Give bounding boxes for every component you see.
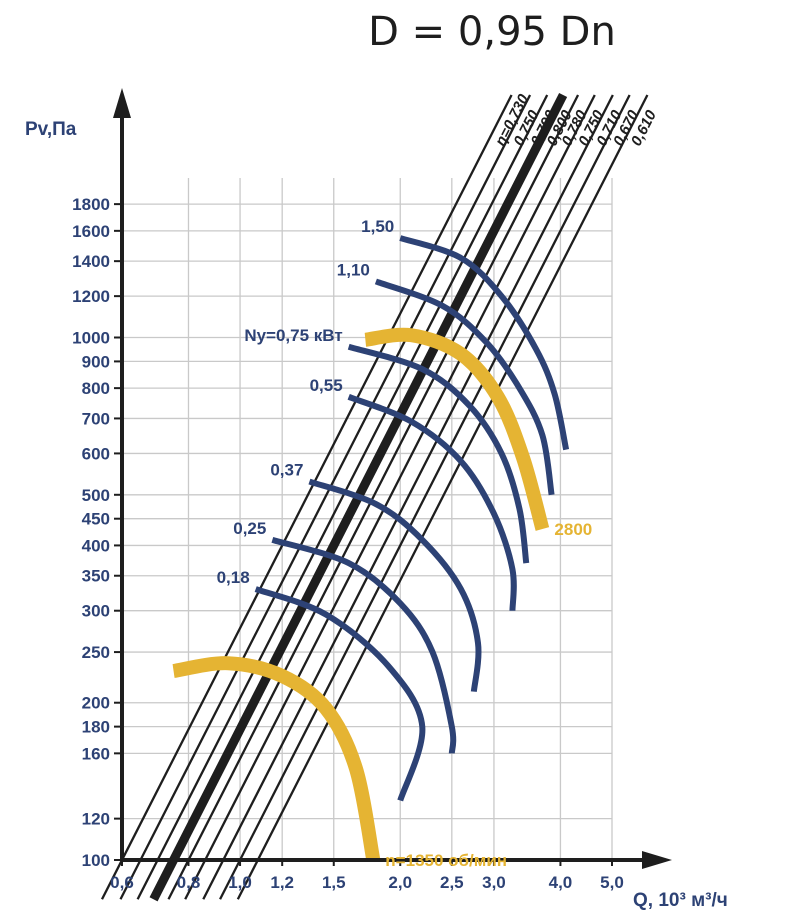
curve-labels: 0,18 0,25 0,37 0,55 Nу=0,75 кВт 1,10 1,50 n=135… — [217, 217, 593, 870]
x-tick-label-1: 0,8 — [177, 873, 201, 892]
y-tick-label-4: 200 — [82, 694, 110, 713]
power-label-1: 0,25 — [233, 519, 266, 538]
power-label-4: Nу=0,75 кВт — [244, 326, 342, 345]
x-tick-label-5: 2,0 — [388, 873, 412, 892]
speed-label-0: n=1350 об/мин — [385, 851, 507, 870]
tick-labels: 0,6 0,8 1,0 1,2 1,5 2,0 2,5 3,0 4,0 5,0 100 120 160 1… — [72, 195, 624, 892]
x-axis-label: Q, 10³ м³/ч — [633, 890, 728, 911]
power-label-5: 1,10 — [337, 260, 370, 279]
y-axis-label: Pv,Па — [25, 119, 77, 140]
y-tick-label-5: 250 — [82, 643, 110, 662]
y-tick-label-17: 1400 — [72, 252, 110, 271]
x-tick-label-4: 1,5 — [322, 873, 346, 892]
axes — [113, 88, 672, 869]
x-axis-arrow — [642, 851, 672, 869]
power-curve-3 — [347, 394, 517, 611]
y-tick-label-0: 100 — [82, 851, 110, 870]
x-tick-label-9: 5,0 — [600, 873, 624, 892]
y-tick-label-9: 450 — [82, 510, 110, 529]
y-tick-label-12: 700 — [82, 409, 110, 428]
power-curve-4 — [347, 343, 530, 564]
efficiency-line-6 — [202, 94, 614, 900]
chart-title: D = 0,95 Dn — [368, 9, 616, 55]
efficiency-line-1 — [119, 94, 532, 900]
efficiency-line-4 — [167, 94, 580, 900]
x-tick-label-7: 3,0 — [482, 873, 506, 892]
y-tick-label-2: 160 — [82, 744, 110, 763]
efficiency-line-8 — [236, 94, 649, 900]
y-tick-label-11: 600 — [82, 444, 110, 463]
y-axis-arrow — [113, 88, 131, 118]
efficiency-line-5 — [184, 94, 596, 900]
y-tick-label-16: 1200 — [72, 287, 110, 306]
x-tick-label-3: 1,2 — [270, 873, 294, 892]
y-tick-label-10: 500 — [82, 486, 110, 505]
y-tick-label-1: 120 — [82, 810, 110, 829]
power-curve-5 — [374, 278, 555, 496]
y-tick-label-3: 180 — [82, 718, 110, 737]
power-curve-0 — [254, 586, 426, 802]
y-tick-label-13: 800 — [82, 379, 110, 398]
power-label-0: 0,18 — [217, 568, 250, 587]
efficiency-line-0 — [100, 94, 513, 900]
speed-label-1: 2800 — [554, 520, 592, 539]
power-curve-6 — [399, 235, 570, 451]
power-curve-2 — [308, 478, 482, 692]
power-label-2: 0,37 — [270, 461, 303, 480]
speed-curves — [172, 327, 550, 862]
power-curve-1 — [271, 536, 457, 754]
x-tick-label-8: 4,0 — [549, 873, 573, 892]
y-tick-label-6: 300 — [82, 602, 110, 621]
y-tick-label-19: 1800 — [72, 195, 110, 214]
power-label-6: 1,50 — [361, 217, 394, 236]
x-tick-label-6: 2,5 — [440, 873, 464, 892]
y-tick-label-15: 1000 — [72, 329, 110, 348]
y-tick-label-18: 1600 — [72, 222, 110, 241]
y-tick-label-8: 400 — [82, 536, 110, 555]
efficiency-line-7 — [219, 94, 631, 900]
efficiency-lines: η=0,7300,7500,7900,8000,7800,7500,7100,6… — [100, 91, 660, 902]
y-tick-label-14: 900 — [82, 352, 110, 371]
x-tick-label-2: 1,0 — [228, 873, 252, 892]
power-label-3: 0,55 — [310, 376, 343, 395]
x-tick-label-0: 0,6 — [110, 873, 134, 892]
speed-curve-1 — [364, 327, 550, 531]
efficiency-line-2 — [136, 94, 549, 900]
speed-curve-0 — [172, 656, 381, 862]
power-curves — [254, 235, 570, 802]
y-tick-label-7: 350 — [82, 567, 110, 586]
